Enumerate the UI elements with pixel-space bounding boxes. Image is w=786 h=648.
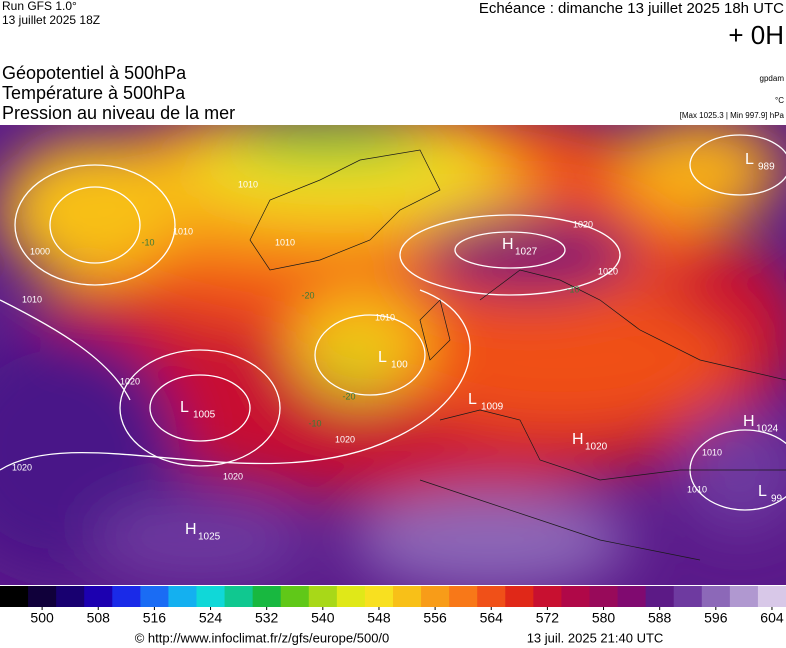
colorbar-swatch: [0, 586, 29, 607]
map: [0, 125, 786, 585]
center-type: L: [180, 399, 189, 416]
colorbar-tick-label: 580: [592, 610, 616, 626]
colorbar-swatch: [393, 586, 422, 607]
colorbar-swatch: [364, 586, 394, 607]
temperature-label: -10: [566, 284, 579, 294]
isobar-label: 1010: [173, 226, 193, 236]
colorbar-swatch: [56, 586, 85, 607]
isobar-labels: 1010 1000 1010 1020 1020 1020 1020 1010 1010 1010…: [12, 179, 722, 494]
colorbar-swatch: [28, 586, 57, 607]
isobar-label: 1010: [275, 237, 295, 247]
colorbar-tick-label: 556: [423, 610, 447, 626]
colorbar-tick-label: 532: [255, 610, 279, 626]
center-value: 100: [391, 360, 408, 371]
isobar-label: 1000: [30, 246, 50, 256]
echeance: Echéance : dimanche 13 juillet 2025 18h …: [479, 0, 784, 17]
center-type: H: [185, 521, 197, 538]
colorbar-swatch: [308, 586, 338, 607]
colorbar-swatch: [645, 586, 675, 607]
isobar-label: 1020: [120, 376, 140, 386]
colorbar-swatch: [168, 586, 197, 607]
isobar-label: 1020: [12, 462, 32, 472]
colorbar-tick-label: 588: [648, 610, 672, 626]
isobar-label: 1010: [22, 294, 42, 304]
footer-url: © http://www.infoclimat.fr/z/gfs/europe/…: [135, 630, 390, 645]
colorbar-tick-label: 604: [760, 610, 784, 626]
colorbar-tick-label: 548: [367, 610, 391, 626]
unit: [Max 1025.3 | Min 997.9] hPa: [680, 111, 785, 120]
colorbar-swatch: [449, 586, 478, 607]
colorbar-swatch: [729, 586, 759, 607]
unit: gpdam: [760, 74, 785, 83]
title: Géopotentiel à 500hPa: [2, 63, 187, 83]
colorbar-swatch: [280, 586, 310, 607]
isobar-label: 1020: [335, 434, 355, 444]
center-type: H: [502, 236, 514, 253]
colorbar: 500 508 516 524 532 540 548 556 564 572 580 588 596 6…: [0, 586, 786, 626]
center-type: L: [378, 349, 387, 366]
colorbar-swatch: [224, 586, 254, 607]
colorbar-swatch: [336, 586, 366, 607]
title: Température à 500hPa: [2, 83, 186, 103]
colorbar-swatch: [533, 586, 562, 607]
colorbar-tick-label: 508: [87, 610, 111, 626]
center-type: L: [468, 391, 477, 408]
footer-timestamp: 13 juil. 2025 21:40 UTC: [527, 630, 664, 645]
temperature-labels: -20 -20 -10 -10 -10: [141, 237, 579, 428]
colorbar-tick-label: 564: [480, 610, 504, 626]
isobar-label: 1020: [573, 219, 593, 229]
colorbar-tick-label: 516: [143, 610, 167, 626]
run-date: 13 juillet 2025 18Z: [2, 13, 100, 27]
center-value: 1009: [481, 402, 504, 413]
colorbar-swatch: [140, 586, 169, 607]
colorbar-swatch: [112, 586, 141, 607]
colorbar-swatch: [196, 586, 226, 607]
colorbar-swatch: [757, 586, 786, 607]
temperature-label: -20: [301, 290, 314, 300]
center-value: 1005: [193, 410, 216, 421]
temperature-label: -20: [342, 391, 355, 401]
colorbar-swatch: [589, 586, 619, 607]
isobar-label: 1010: [375, 312, 395, 322]
center-value: 989: [758, 162, 775, 173]
run-label: Run GFS 1.0°: [2, 0, 77, 13]
center-type: L: [758, 483, 767, 500]
isobar-label: 1010: [702, 447, 722, 457]
colorbar-swatch: [673, 586, 703, 607]
center-value: 1027: [515, 247, 538, 258]
colorbar-tick-label: 596: [704, 610, 728, 626]
center-type: H: [572, 431, 584, 448]
isobar-label: 1010: [687, 484, 707, 494]
colorbar-tick-label: 524: [199, 610, 223, 626]
center-type: H: [743, 413, 755, 430]
colorbar-swatch: [421, 586, 450, 607]
isobars: [0, 134, 786, 511]
center-value: 1020: [585, 442, 608, 453]
temperature-label: -10: [308, 418, 321, 428]
offset: + 0H: [728, 20, 784, 50]
colorbar-tick-label: 500: [30, 610, 54, 626]
colorbar-swatch: [617, 586, 647, 607]
colorbar-swatch: [84, 586, 113, 607]
coastlines: [249, 149, 786, 561]
isobar-label: 1010: [238, 179, 258, 189]
center-value: 1025: [198, 532, 221, 543]
colorbar-swatch: [505, 586, 534, 607]
colorbar-swatch: [701, 586, 731, 607]
colorbar-swatch: [477, 586, 506, 607]
center-value: 1024: [756, 424, 779, 435]
isobar-label: 1020: [223, 471, 243, 481]
colorbar-tick-label: 540: [311, 610, 335, 626]
colorbar-swatch: [252, 586, 282, 607]
colorbar-swatch: [561, 586, 590, 607]
colorbar-tick-label: 572: [536, 610, 560, 626]
isobar-label: 1020: [598, 266, 618, 276]
center-value: 99: [771, 494, 783, 505]
center-type: L: [745, 151, 754, 168]
temperature-label: -10: [141, 237, 154, 247]
unit: °C: [775, 96, 784, 105]
title: Pression au niveau de la mer: [2, 103, 235, 123]
